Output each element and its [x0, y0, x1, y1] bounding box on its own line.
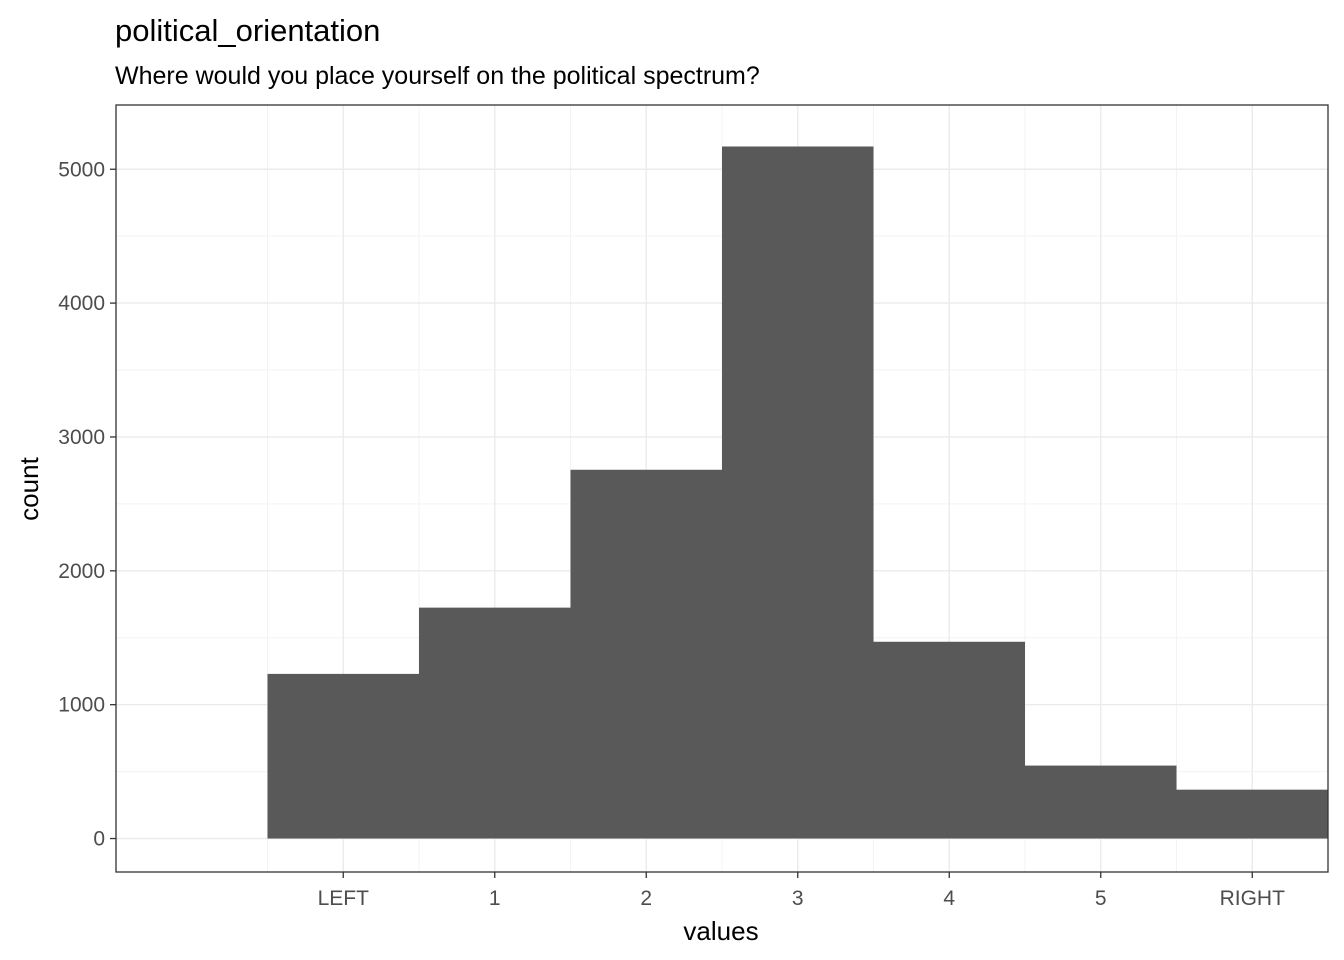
y-tick-label: 2000 [58, 560, 105, 583]
bar-2 [570, 469, 722, 839]
x-tick-label: RIGHT [1220, 887, 1286, 910]
x-tick-label: 4 [943, 887, 955, 910]
x-tick-label: LEFT [318, 887, 370, 910]
x-tick-label: 5 [1095, 887, 1107, 910]
x-axis-title: values [683, 916, 758, 946]
chart-title: political_orientation [115, 13, 380, 48]
x-tick-label: 3 [792, 887, 804, 910]
x-tick-label: 1 [489, 887, 501, 910]
bar-1 [419, 607, 571, 839]
x-axis: LEFT 1 2 3 4 5 RIGHT [318, 872, 1286, 910]
bar-right [1176, 789, 1328, 839]
chart-subtitle: Where would you place yourself on the po… [115, 62, 760, 90]
bar-5 [1025, 765, 1177, 839]
bar-4 [873, 641, 1025, 839]
bars [267, 146, 1328, 839]
bar-left [267, 673, 419, 839]
panel-border [115, 104, 1329, 873]
y-tick-label: 5000 [58, 158, 105, 181]
y-axis-title: count [14, 456, 44, 520]
y-tick-label: 1000 [58, 694, 105, 717]
y-tick-label: 4000 [58, 292, 105, 315]
y-tick-label: 3000 [58, 426, 105, 449]
bar-3 [722, 146, 874, 839]
x-tick-label: 2 [640, 887, 652, 910]
y-axis: 0 1000 2000 3000 4000 5000 [58, 158, 116, 851]
y-tick-label: 0 [93, 828, 105, 851]
